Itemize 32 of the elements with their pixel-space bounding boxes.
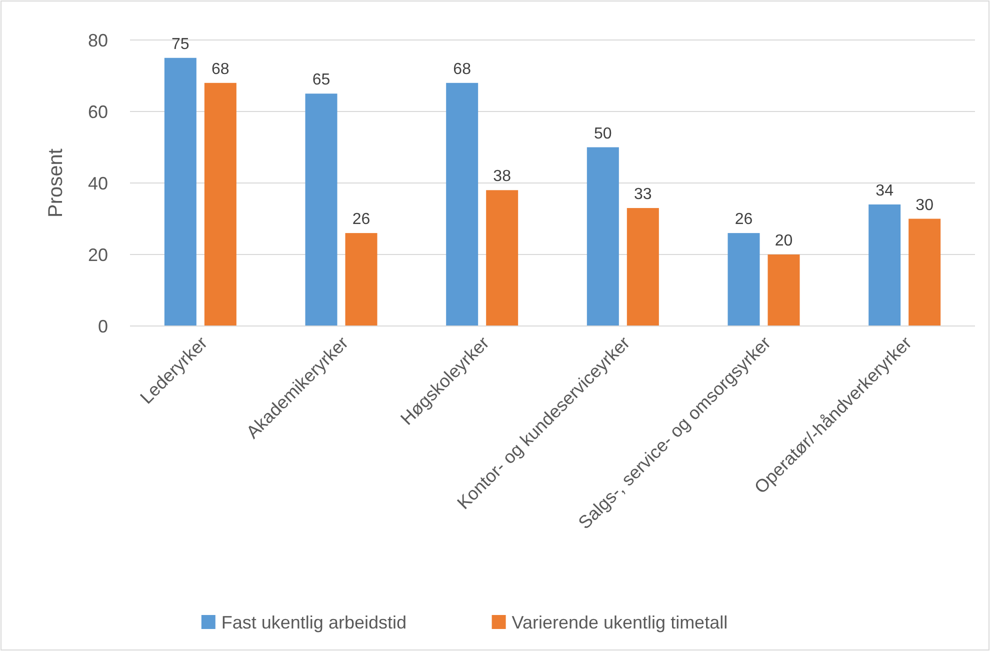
data-label: 68: [453, 60, 472, 78]
data-label: 26: [352, 211, 370, 228]
bar: [446, 82, 478, 326]
data-label: 33: [634, 186, 652, 204]
data-label: 65: [312, 72, 330, 89]
y-tick-label: 40: [88, 173, 108, 194]
bar: [345, 233, 378, 326]
bar: [728, 233, 760, 326]
bar: [868, 204, 901, 326]
bar: [626, 208, 659, 326]
data-label: 68: [212, 60, 230, 78]
bar: [204, 82, 236, 326]
y-tick-label: 0: [98, 316, 108, 336]
data-label: 50: [594, 125, 612, 142]
bar: [164, 58, 196, 326]
data-label: 38: [493, 168, 512, 186]
y-tick-label: 60: [88, 102, 108, 122]
data-label: 34: [876, 182, 894, 200]
data-label: 75: [172, 36, 190, 53]
legend-label: Varierende ukentlig timetall: [512, 612, 728, 632]
bar: [486, 190, 518, 326]
data-label: 30: [916, 196, 934, 214]
bar: [768, 254, 800, 326]
y-axis-title: Prosent: [45, 148, 67, 218]
bar: [908, 218, 941, 326]
data-label: 20: [774, 232, 793, 250]
data-label: 26: [734, 211, 753, 228]
bar: [305, 94, 338, 326]
bar: [586, 147, 619, 326]
y-tick-label: 80: [88, 30, 108, 50]
legend-label: Fast ukentlig arbeidstid: [221, 612, 407, 632]
y-tick-label: 20: [88, 244, 108, 265]
